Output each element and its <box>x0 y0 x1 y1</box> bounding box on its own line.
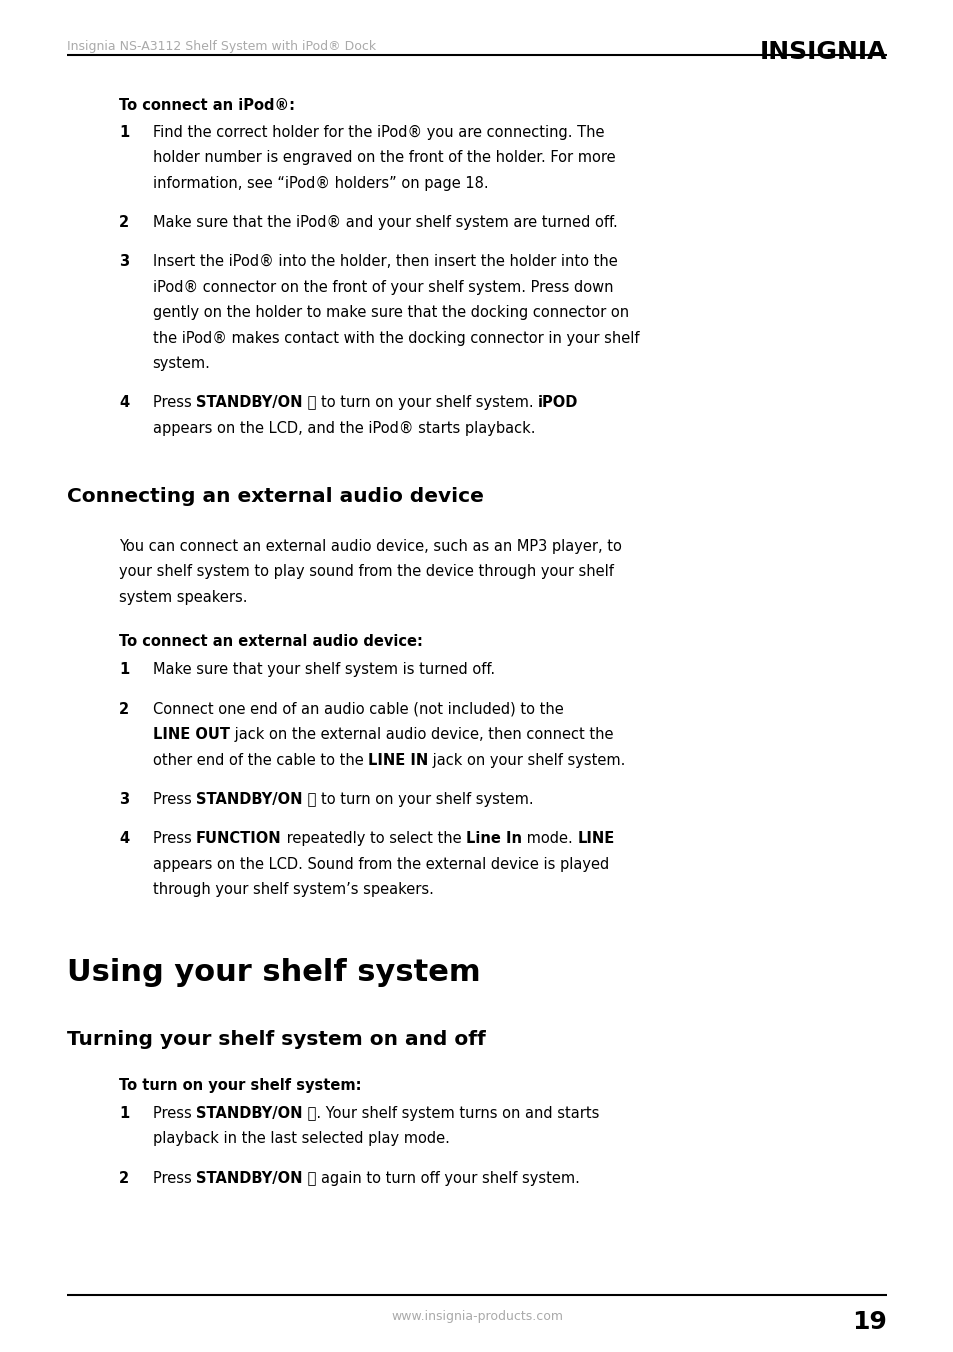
Text: Press: Press <box>152 831 195 846</box>
Text: Press: Press <box>152 395 195 411</box>
Text: LINE: LINE <box>577 831 614 846</box>
Text: system.: system. <box>152 356 211 370</box>
Text: You can connect an external audio device, such as an MP3 player, to: You can connect an external audio device… <box>119 539 621 554</box>
Text: To connect an iPod®:: To connect an iPod®: <box>119 99 294 114</box>
Text: LINE IN: LINE IN <box>368 753 428 768</box>
Text: appears on the LCD. Sound from the external device is played: appears on the LCD. Sound from the exter… <box>152 857 608 872</box>
Text: 2: 2 <box>119 1171 130 1186</box>
Text: Find the correct holder for the iPod® you are connecting. The: Find the correct holder for the iPod® yo… <box>152 124 603 139</box>
Text: 4: 4 <box>119 831 130 846</box>
Text: iPod® connector on the front of your shelf system. Press down: iPod® connector on the front of your she… <box>152 280 613 295</box>
Text: 2: 2 <box>119 702 130 717</box>
Text: LINE OUT: LINE OUT <box>152 727 230 742</box>
Text: ⏻ to turn on your shelf system.: ⏻ to turn on your shelf system. <box>302 792 533 807</box>
Text: iPOD: iPOD <box>537 395 578 411</box>
Text: INSIGNIA: INSIGNIA <box>759 41 886 64</box>
Text: repeatedly to select the: repeatedly to select the <box>281 831 465 846</box>
Text: mode.: mode. <box>521 831 577 846</box>
Text: appears on the LCD, and the iPod® starts playback.: appears on the LCD, and the iPod® starts… <box>152 420 535 435</box>
Text: playback in the last selected play mode.: playback in the last selected play mode. <box>152 1132 449 1146</box>
Text: 2: 2 <box>119 215 130 230</box>
Text: 1: 1 <box>119 662 130 677</box>
Text: STANDBY/ON: STANDBY/ON <box>195 792 302 807</box>
Text: Press: Press <box>152 1106 195 1121</box>
Text: Make sure that the iPod® and your shelf system are turned off.: Make sure that the iPod® and your shelf … <box>152 215 617 230</box>
Text: 3: 3 <box>119 254 130 269</box>
Text: your shelf system to play sound from the device through your shelf: your shelf system to play sound from the… <box>119 564 614 580</box>
Text: Press: Press <box>152 792 195 807</box>
Text: information, see “iPod® holders” on page 18.: information, see “iPod® holders” on page… <box>152 176 488 191</box>
Text: ⏻ to turn on your shelf system.: ⏻ to turn on your shelf system. <box>302 395 537 411</box>
Text: STANDBY/ON: STANDBY/ON <box>195 395 302 411</box>
Text: other end of the cable to the: other end of the cable to the <box>152 753 368 768</box>
Text: gently on the holder to make sure that the docking connector on: gently on the holder to make sure that t… <box>152 306 628 320</box>
Text: 1: 1 <box>119 124 130 139</box>
Text: Insert the iPod® into the holder, then insert the holder into the: Insert the iPod® into the holder, then i… <box>152 254 617 269</box>
Text: 19: 19 <box>851 1310 886 1334</box>
Text: 4: 4 <box>119 395 130 411</box>
Text: Connecting an external audio device: Connecting an external audio device <box>67 487 483 506</box>
Text: Connect one end of an audio cable (not included) to the: Connect one end of an audio cable (not i… <box>152 702 563 717</box>
Text: through your shelf system’s speakers.: through your shelf system’s speakers. <box>152 882 433 898</box>
Text: Press: Press <box>152 1171 195 1186</box>
Text: jack on the external audio device, then connect the: jack on the external audio device, then … <box>230 727 613 742</box>
Text: Line In: Line In <box>465 831 521 846</box>
Text: ⏻. Your shelf system turns on and starts: ⏻. Your shelf system turns on and starts <box>302 1106 598 1121</box>
Text: holder number is engraved on the front of the holder. For more: holder number is engraved on the front o… <box>152 150 615 165</box>
Text: Using your shelf system: Using your shelf system <box>67 959 480 987</box>
Text: 3: 3 <box>119 792 130 807</box>
Text: www.insignia-products.com: www.insignia-products.com <box>391 1310 562 1324</box>
Text: FUNCTION: FUNCTION <box>195 831 281 846</box>
Text: STANDBY/ON: STANDBY/ON <box>195 1171 302 1186</box>
Text: jack on your shelf system.: jack on your shelf system. <box>428 753 625 768</box>
Text: STANDBY/ON: STANDBY/ON <box>195 1106 302 1121</box>
Text: Turning your shelf system on and off: Turning your shelf system on and off <box>67 1030 485 1049</box>
Text: Make sure that your shelf system is turned off.: Make sure that your shelf system is turn… <box>152 662 495 677</box>
Text: system speakers.: system speakers. <box>119 589 248 604</box>
Text: To connect an external audio device:: To connect an external audio device: <box>119 634 423 649</box>
Text: the iPod® makes contact with the docking connector in your shelf: the iPod® makes contact with the docking… <box>152 331 639 346</box>
Text: To turn on your shelf system:: To turn on your shelf system: <box>119 1078 361 1092</box>
Text: Insignia NS-A3112 Shelf System with iPod® Dock: Insignia NS-A3112 Shelf System with iPod… <box>67 41 375 53</box>
Text: 1: 1 <box>119 1106 130 1121</box>
Text: ⏻ again to turn off your shelf system.: ⏻ again to turn off your shelf system. <box>302 1171 578 1186</box>
